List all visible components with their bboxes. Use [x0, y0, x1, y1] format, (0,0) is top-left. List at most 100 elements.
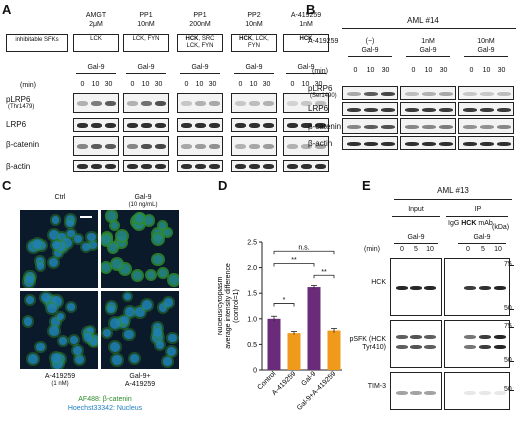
panel-letter-d: D — [218, 178, 228, 193]
e-input-time-0: 0 — [400, 246, 404, 253]
scale-bar — [80, 216, 92, 218]
min-label-b: (min) — [312, 68, 328, 75]
min-label-e: (min) — [364, 246, 380, 253]
y-tick-label: 0 — [253, 368, 257, 375]
input-label: Input — [408, 206, 424, 213]
a-blot-1-0 — [123, 93, 169, 113]
a-blot-3-1 — [231, 118, 277, 132]
b-treat-2: Gal-9 — [477, 47, 495, 54]
a-group-0-title: AMGT — [85, 12, 107, 19]
a-group-0-treatment: Gal-9 — [87, 64, 105, 71]
a-group-1-time-0: 0 — [130, 81, 135, 88]
b-blot-label-1: LRP6 — [308, 104, 329, 113]
bar-1 — [287, 333, 301, 370]
a-group-4-sfk-box: HCK — [283, 34, 329, 52]
panel-letter-c: C — [2, 178, 12, 193]
a-blot-4-0 — [283, 93, 329, 113]
micrograph-gal9 — [101, 210, 179, 288]
a-blot-label-0: pLRP6 — [6, 95, 31, 104]
a-blot-0-2 — [73, 136, 119, 156]
a-group-1-title: PP1 — [139, 12, 153, 19]
sig-bracket-0 — [273, 303, 295, 307]
e-input-time-2: 10 — [426, 246, 434, 253]
e-input-blot-0 — [390, 258, 442, 316]
panel-letter-b: B — [306, 2, 316, 17]
x-tick-label-2: Gal-9 — [300, 370, 317, 387]
e-marker-0-0: 75 — [504, 261, 512, 268]
b-blot-label-0: pLRP6 — [308, 84, 333, 93]
label-gal9-dose: (10 ng/mL) — [128, 202, 158, 208]
a-group-1-sfk-box: LCK, FYN — [123, 34, 169, 52]
e-ip-time-0: 0 — [466, 246, 470, 253]
a-group-2-treatment: Gal-9 — [191, 64, 209, 71]
a-group-4-dose: 1nM — [299, 21, 313, 28]
b-time-1-2: 30 — [439, 67, 448, 74]
y-tick-label: 1.0 — [247, 316, 257, 323]
micrograph-a419259 — [20, 291, 98, 369]
sig-bracket-2 — [273, 263, 315, 267]
b-blot-2-0 — [458, 86, 514, 100]
b-blot-1-3 — [400, 136, 456, 150]
b-time-1-1: 10 — [424, 67, 433, 74]
a-blot-2-3 — [177, 160, 223, 172]
a-group-1-treatment: Gal-9 — [137, 64, 155, 71]
e-marker-1-0: 75 — [504, 323, 512, 330]
a-blot-1-2 — [123, 136, 169, 156]
a-group-3-sfk: , LCK, FYN — [248, 36, 269, 49]
a-blot-label-2: β-catenin — [6, 140, 40, 149]
label-combo-2: A-419259 — [124, 381, 156, 388]
b-blot-1-1 — [400, 102, 456, 116]
bar-2 — [307, 287, 321, 370]
a-group-0-time-0: 0 — [80, 81, 85, 88]
a-group-4-time-1: 10 — [301, 81, 310, 88]
b-time-2-0: 0 — [469, 67, 474, 74]
a-group-3-title: PP2 — [247, 12, 261, 19]
e-blot-label-0: HCK — [371, 279, 386, 286]
b-blot-sub: (Ser1490) — [310, 93, 337, 99]
bar-0 — [267, 318, 281, 370]
a-group-4-treatment: Gal-9 — [297, 64, 315, 71]
b-time-2-2: 30 — [497, 67, 506, 74]
label-combo-1: Gal-9+ — [129, 373, 151, 380]
a-group-1-dose: 10nM — [137, 21, 155, 28]
min-label-a: (min) — [20, 82, 36, 89]
a-group-2-time-2: 30 — [208, 81, 217, 88]
a-blot-1-3 — [123, 160, 169, 172]
a-group-0-time-1: 10 — [91, 81, 100, 88]
b-blot-1-2 — [400, 118, 456, 134]
gal9-ip: Gal-9 — [473, 234, 491, 241]
a-group-2-time-1: 10 — [195, 81, 204, 88]
b-time-0-1: 10 — [366, 67, 375, 74]
b-blot-0-0 — [342, 86, 398, 100]
b-cond-1: 1nM — [421, 38, 435, 45]
e-input-time-1: 5 — [414, 246, 418, 253]
a-blot-2-2 — [177, 136, 223, 156]
kda-label: (kDa) — [492, 224, 510, 231]
panel-e-title: AML #13 — [437, 186, 469, 195]
a-group-1-time-2: 30 — [154, 81, 163, 88]
b-time-0-2: 30 — [381, 67, 390, 74]
y-tick-label: 2.5 — [247, 240, 257, 247]
a-blot-4-3 — [283, 160, 329, 172]
b-time-2-1: 10 — [482, 67, 491, 74]
b-blot-0-3 — [342, 136, 398, 150]
e-ip-blot-2 — [444, 372, 510, 410]
igg-label: IgG — [448, 220, 460, 227]
bar-chart: 0 0.5 1.0 1.5 2.0 2.5 Nucleus/cytoplasmaverage… — [218, 240, 342, 412]
legend-green: AF488: β-catenin — [78, 396, 132, 403]
a-group-0-time-2: 30 — [104, 81, 113, 88]
bar-3 — [327, 330, 341, 370]
a-blot-0-1 — [73, 118, 119, 132]
sig-label-2: ** — [291, 257, 297, 264]
e-ip-blot-1 — [444, 320, 510, 368]
e-blot-label-2: TIM-3 — [367, 383, 386, 390]
b-time-1-0: 0 — [411, 67, 416, 74]
a-group-3-time-1: 10 — [249, 81, 258, 88]
a-group-3-time-0: 0 — [238, 81, 243, 88]
a-group-2-dose: 200nM — [189, 21, 211, 28]
sig-label-1: ** — [321, 269, 327, 276]
e-marker-0-1: 50 — [504, 305, 512, 312]
a-group-1-sfk: LCK, FYN — [132, 36, 160, 42]
label-gal9: Gal-9 — [134, 194, 152, 201]
b-blot-0-2 — [342, 118, 398, 134]
